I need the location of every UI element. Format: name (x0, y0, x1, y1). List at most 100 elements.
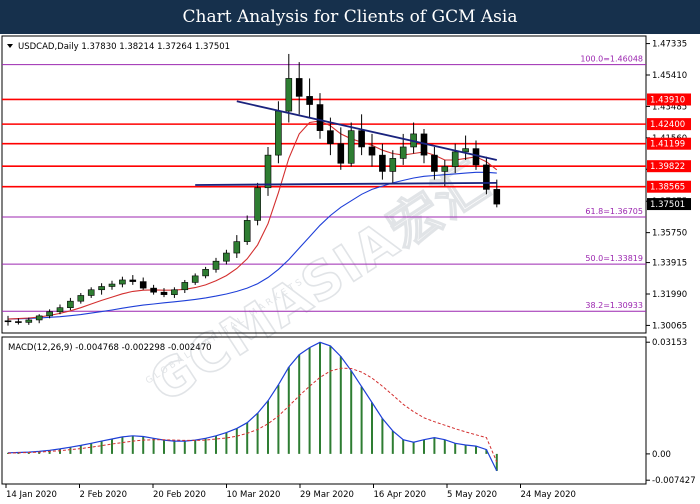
candle (379, 143, 386, 180)
candle (233, 235, 241, 258)
candle (98, 283, 105, 295)
candle (191, 273, 199, 285)
dropdown-triangle-icon (7, 44, 13, 48)
candle-body (119, 279, 126, 285)
candle-body (108, 283, 116, 287)
instrument-label: USDCAD,Daily 1.37830 1.38214 1.37264 1.3… (18, 42, 230, 52)
candle-body (285, 78, 293, 112)
candle (67, 297, 74, 311)
candle-body (337, 143, 345, 164)
candle (46, 309, 53, 319)
candle-body (431, 154, 438, 172)
x-tick-label: 2 Feb 2020 (80, 490, 128, 500)
candle (451, 143, 459, 174)
candle (316, 93, 324, 139)
candle (139, 277, 147, 290)
resistance-levels (2, 98, 646, 188)
macd-axis: 0.03153 0.00 -0.007427 (646, 338, 696, 486)
x-tick-label: 29 Mar 2020 (300, 490, 354, 500)
candle (35, 314, 43, 324)
candle (441, 160, 449, 187)
candle-body (25, 319, 33, 323)
candle-body (347, 130, 355, 164)
resistance-label-box (647, 118, 691, 131)
resistance-label: 1.42400 (650, 120, 685, 130)
candle-body (451, 151, 459, 167)
candle (254, 182, 261, 226)
candle (87, 287, 95, 298)
chart-frame: GCMASIA宏汇 GLOBAL CAPITAL MARKETS 100.0=1… (0, 34, 700, 500)
candle-body (4, 320, 12, 323)
candle (223, 249, 230, 265)
resistance-label-box (647, 137, 691, 150)
macd-tick-label: 0.03153 (652, 338, 687, 348)
x-tick-label: 10 Mar 2020 (227, 490, 281, 500)
candle-body (264, 154, 272, 189)
fibonacci-levels: 100.0=1.46048 61.8=1.36705 50.0=1.33819 38.… (2, 55, 646, 312)
candle-body (129, 279, 137, 282)
candle-body (202, 269, 209, 277)
candle (108, 280, 116, 290)
candle (119, 276, 126, 288)
current-price-box (647, 198, 691, 211)
candle (15, 318, 22, 325)
candle (202, 266, 209, 279)
candle-body (483, 164, 490, 190)
candle-body (358, 130, 365, 148)
y-tick-label: 1.33915 (652, 259, 687, 269)
candle (150, 284, 157, 295)
resistance-label-box (647, 180, 691, 193)
x-tick-label: 14 Jan 2020 (6, 490, 57, 500)
candle (243, 215, 251, 245)
trendline-support (195, 181, 497, 186)
candle-body (87, 289, 95, 296)
x-tick-label: 24 May 2020 (521, 490, 576, 500)
price-panel-border (1, 35, 647, 334)
candle (410, 122, 417, 154)
candle (77, 293, 85, 304)
candle (347, 122, 355, 167)
candle-body (15, 321, 22, 323)
candle-body (472, 148, 480, 166)
price-panel: 100.0=1.46048 61.8=1.36705 50.0=1.33819 38.… (1, 35, 691, 334)
candle (306, 78, 313, 118)
candle-body (399, 146, 407, 159)
candle (4, 315, 12, 326)
candle (25, 317, 33, 325)
y-tick-label: 1.47335 (652, 40, 687, 50)
fibonacci-label: 100.0=1.46048 (580, 55, 643, 64)
macd-panel: 0.03153 0.00 -0.007427 MACD(12,26,9) -0.00… (1, 336, 696, 486)
candle-body (181, 282, 189, 291)
candle (358, 114, 365, 156)
candle (171, 287, 178, 298)
y-tick-label: 1.30065 (652, 321, 687, 331)
candle-body (243, 220, 251, 242)
macd-line (7, 341, 498, 472)
candle-body (46, 311, 53, 317)
candle (295, 62, 303, 115)
candle-body (295, 78, 303, 97)
candle (368, 133, 376, 167)
candle-body (493, 189, 501, 205)
candle-body (98, 286, 105, 291)
current-price-label: 1.37501 (650, 200, 685, 210)
candle-body (171, 289, 178, 295)
candle-body (306, 96, 313, 105)
candle (212, 257, 220, 273)
moving-averages (7, 120, 498, 320)
candle (389, 150, 397, 183)
resistance-label: 1.43910 (650, 95, 685, 105)
fibonacci-label: 50.0=1.33819 (585, 254, 643, 263)
ma-slow-line (7, 171, 497, 320)
macd-lines (7, 341, 498, 472)
candle-body (275, 110, 282, 156)
candle-body (191, 275, 199, 283)
x-tick-label: 20 Feb 2020 (153, 490, 206, 500)
candle-body (223, 252, 230, 262)
ma-fast-line (7, 120, 498, 320)
candle-body (139, 281, 147, 289)
y-tick-label: 1.35750 (652, 229, 687, 239)
candle (327, 117, 334, 156)
candle (462, 135, 469, 161)
trendline-descending (236, 100, 497, 161)
